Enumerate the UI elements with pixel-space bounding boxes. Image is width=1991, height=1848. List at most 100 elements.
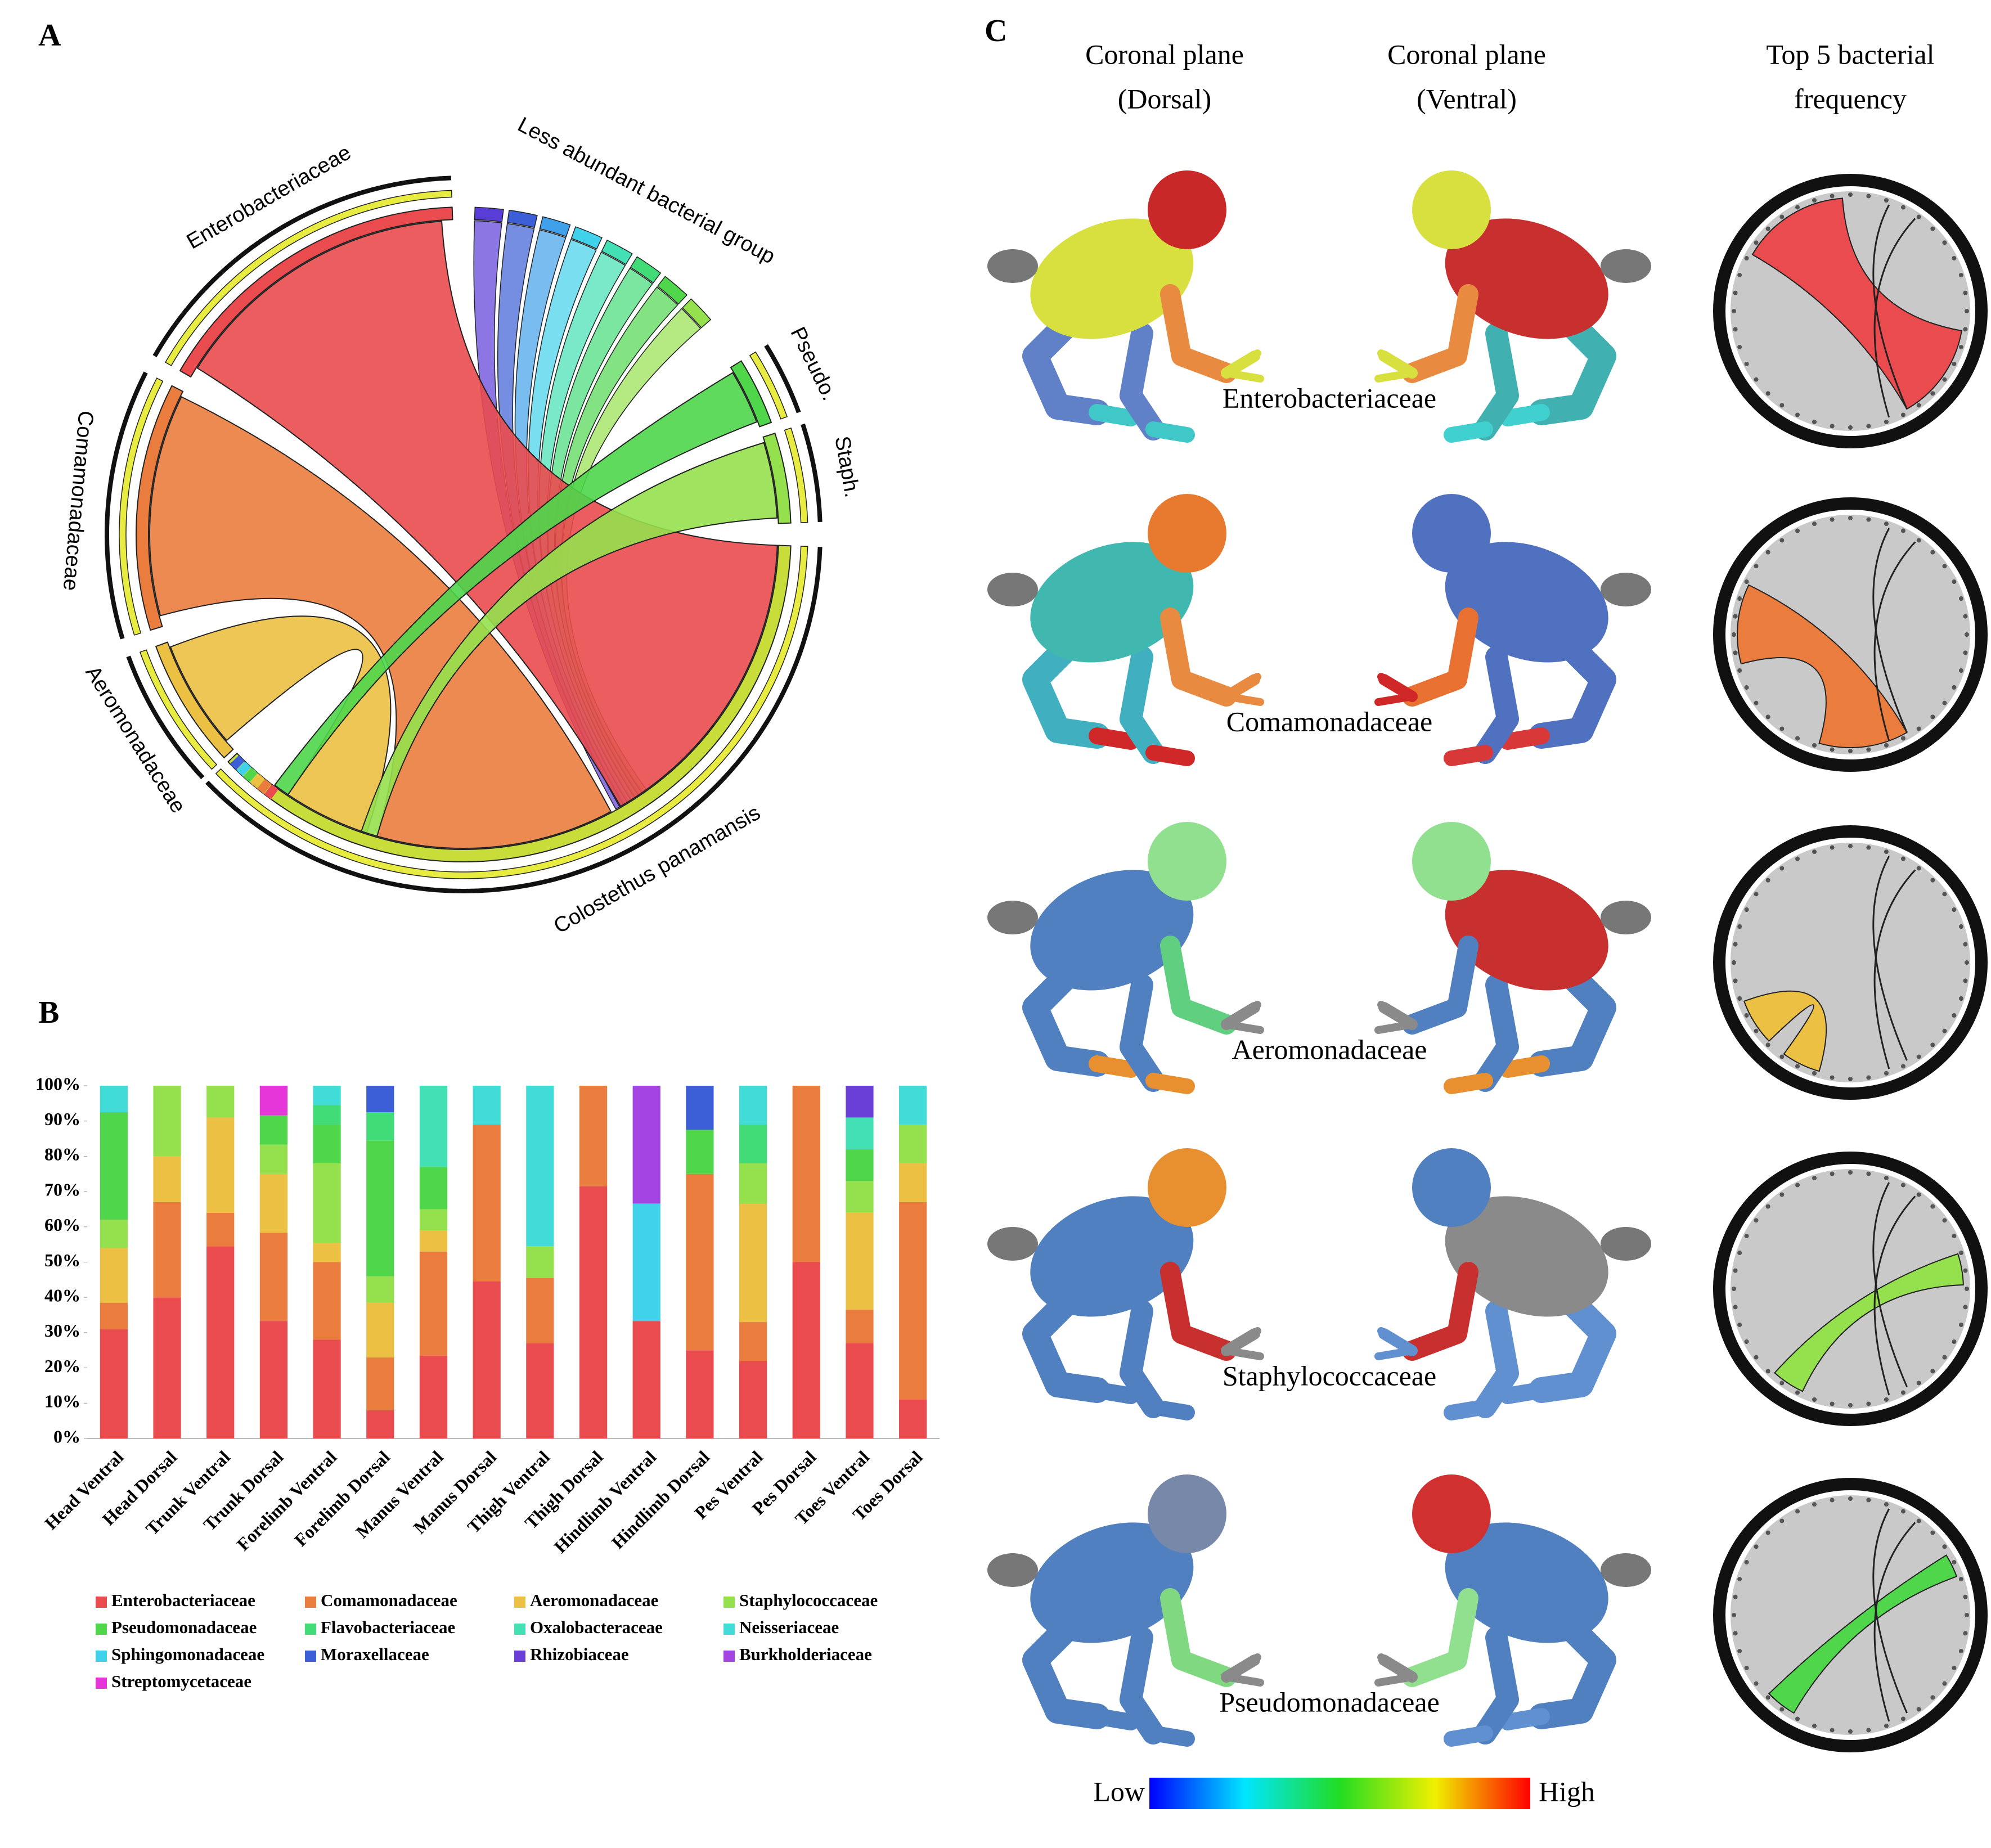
mini-chord-dot <box>1848 844 1853 848</box>
bar-segment <box>100 1112 128 1220</box>
row-label: Aeromonadaceae <box>1232 1033 1427 1065</box>
bar-segment <box>526 1086 554 1247</box>
legend-label: Pseudomonadaceae <box>111 1617 257 1637</box>
mini-chord-dot <box>1812 1723 1817 1728</box>
bar-segment <box>153 1086 181 1157</box>
mini-chord-dot <box>1916 214 1921 219</box>
mini-chord-dot <box>1765 878 1770 883</box>
mini-chord-dot <box>1952 1234 1957 1239</box>
mini-chord-dot <box>1884 198 1889 203</box>
mini-chord-dot <box>1779 726 1785 731</box>
mini-chord-dot <box>1963 978 1968 983</box>
mini-chord-dot <box>1866 517 1871 522</box>
mini-chord-dot <box>1965 960 1969 965</box>
mini-chord-dot <box>1958 924 1963 929</box>
mini-chord-dot <box>1779 538 1785 543</box>
mini-chord-dot <box>1812 419 1817 424</box>
chord-arc <box>570 226 603 250</box>
mini-chord-dot <box>1963 1268 1968 1273</box>
mini-chord-dot <box>1812 1071 1817 1076</box>
mini-chord-dot <box>1848 1496 1853 1501</box>
bar-segment <box>686 1173 714 1351</box>
mini-chord-dot <box>1830 747 1835 752</box>
chord-ribbon <box>196 221 778 807</box>
mini-chord-dot <box>1737 1251 1742 1256</box>
legend-label: Streptomycetaceae <box>111 1671 251 1691</box>
mini-chord-dot <box>1754 700 1759 705</box>
chord-track <box>164 190 452 367</box>
mini-chord-dot <box>1737 924 1742 929</box>
bar-segment <box>419 1167 448 1209</box>
mini-chord-ribbon <box>1768 1554 1958 1714</box>
frog-foot <box>1145 745 1195 766</box>
mini-chord-dot <box>1930 1695 1935 1700</box>
mini-chord-dot <box>1779 214 1785 219</box>
mini-chord-dot <box>1884 743 1889 748</box>
mini-chord-dot <box>1916 538 1921 543</box>
mini-chord-dot <box>1765 226 1770 231</box>
mini-chord-dot <box>1779 1518 1785 1523</box>
mini-chord-dot <box>1942 1355 1947 1360</box>
mini-chord-dot <box>1916 1518 1921 1523</box>
chord-arc <box>257 779 272 794</box>
mini-chord-dot <box>1900 412 1905 417</box>
mini-chord-dot <box>1958 1648 1963 1653</box>
mini-chord-dot <box>1812 521 1817 527</box>
mini-chord-dot <box>1866 1401 1871 1406</box>
y-tick-label: 20% <box>44 1356 80 1376</box>
mini-chord-dot <box>1848 1403 1853 1408</box>
mini-chord-lines <box>1872 856 1916 1069</box>
mini-chord-dot <box>1754 377 1759 382</box>
frog <box>987 1148 1264 1420</box>
chord-track <box>119 377 164 636</box>
mini-chord-dot <box>1733 1305 1738 1310</box>
chord-arc <box>179 206 453 378</box>
bar-segment <box>739 1361 767 1438</box>
frog-body <box>1445 1196 1608 1317</box>
chord-arc <box>507 209 538 228</box>
frog-foot <box>1145 421 1195 443</box>
bar-segment <box>792 1262 820 1438</box>
bar-segment <box>899 1163 927 1202</box>
mini-chord-dot <box>1795 1509 1800 1514</box>
mini-chord-dot <box>1884 1502 1889 1507</box>
bar-segment <box>313 1262 341 1340</box>
mini-chord-dot <box>1795 736 1800 741</box>
frog-fingers <box>1223 1327 1261 1355</box>
mini-chord-dot <box>1848 1729 1853 1734</box>
mini-chord-dot <box>1830 424 1835 429</box>
y-tick-label: 40% <box>44 1285 80 1306</box>
mini-chord-dot <box>1942 240 1947 245</box>
frog-head <box>1148 1148 1226 1227</box>
mini-chord-dot <box>1765 1530 1770 1535</box>
bar-segment <box>366 1357 394 1410</box>
frog-thigh <box>1601 1553 1651 1587</box>
column-header: Top 5 bacterial <box>1766 38 1934 70</box>
bar-segment <box>153 1297 181 1438</box>
frog-thigh <box>987 1227 1038 1261</box>
mini-chord-dot <box>1732 309 1736 313</box>
frog-arm <box>1402 936 1478 1035</box>
frog-fingers <box>1374 1020 1416 1034</box>
y-tick-label: 30% <box>44 1320 80 1341</box>
mini-chord-dot <box>1744 1665 1749 1670</box>
mini-chord-dot <box>1963 1305 1968 1310</box>
mini-chord-dot <box>1830 1498 1835 1503</box>
frog-hind-leg <box>1120 1300 1165 1418</box>
bar-segment <box>846 1086 874 1118</box>
mini-chord-dot <box>1884 419 1889 424</box>
mini-chord-dot <box>1900 1182 1905 1188</box>
chord-arc <box>630 256 662 284</box>
bar-segment <box>899 1124 927 1163</box>
bar-segment <box>686 1086 714 1130</box>
chord-arc <box>155 641 234 759</box>
bar-segment <box>419 1251 448 1356</box>
mini-chord-dot <box>1744 907 1749 912</box>
chord-arc <box>136 385 184 631</box>
mini-chord-dot <box>1779 1192 1785 1197</box>
column-header: Coronal plane <box>1387 38 1546 70</box>
frog-head <box>1148 170 1226 249</box>
frog <box>987 1474 1264 1747</box>
mini-chord-lines <box>1872 204 1916 418</box>
mini-chord-dot <box>1830 845 1835 850</box>
